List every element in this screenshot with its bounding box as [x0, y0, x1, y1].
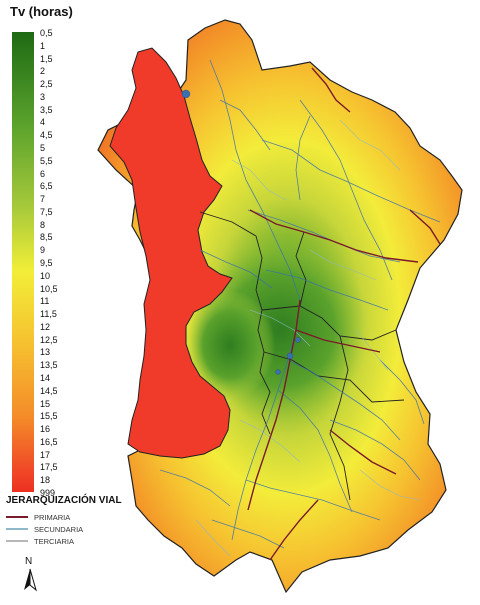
legend-label: 3	[40, 91, 46, 102]
legend-label: 14,5	[40, 385, 58, 396]
legend-label: 16	[40, 424, 51, 435]
road-legend-title: JERARQUIZACIÓN VIAL	[6, 495, 122, 506]
legend-label: 11	[40, 296, 50, 307]
region-max-travel-time	[109, 47, 233, 459]
secondary-road-swatch	[6, 528, 28, 530]
legend-label: 2	[40, 66, 46, 77]
legend-label: 1,5	[40, 53, 53, 64]
road-legend-item: PRIMARIA	[6, 511, 156, 523]
legend-title: Tv (horas)	[10, 4, 73, 19]
primary-road-swatch	[6, 516, 28, 518]
tertiary-roads	[195, 119, 421, 557]
legend-label: 14	[40, 373, 51, 383]
legend-label: 8	[40, 219, 46, 230]
legend-color-ramp	[12, 32, 34, 492]
legend-label: 1	[40, 40, 46, 51]
road-legend-label: TERCIARIA	[34, 536, 75, 546]
legend-label: 9	[40, 245, 46, 256]
legend-label: 15,5	[40, 411, 58, 422]
legend-label: 12,5	[40, 334, 58, 345]
road-legend-label: SECUNDARIA	[34, 524, 84, 534]
legend-label: 3,5	[40, 104, 53, 115]
road-legend-label: PRIMARIA	[34, 512, 71, 522]
legend-label: 8,5	[40, 232, 53, 243]
north-arrow: N	[16, 556, 44, 596]
legend-label: 4	[40, 117, 46, 128]
tertiary-road-swatch	[6, 540, 28, 542]
legend-label: 12	[40, 321, 51, 332]
road-legend-item: TERCIARIA	[6, 535, 156, 547]
road-hierarchy-legend: JERARQUIZACIÓN VIAL PRIMARIA SECUNDARIA …	[6, 495, 156, 547]
north-arrow-icon	[24, 568, 37, 592]
legend-label: 17	[40, 449, 51, 460]
water-bodies	[181, 89, 301, 375]
legend-label: 7	[40, 194, 46, 205]
internal-boundaries	[199, 211, 405, 501]
legend-label: 18	[40, 475, 51, 486]
legend-label: 6,5	[40, 181, 53, 192]
legend-label: 10	[40, 270, 51, 281]
secondary-roads	[159, 59, 441, 549]
legend-label: 16,5	[40, 436, 58, 447]
legend-label: 6	[40, 168, 46, 179]
legend-label: 5,5	[40, 155, 53, 166]
legend-label: 7,5	[40, 206, 53, 217]
legend-label: 2,5	[40, 79, 53, 90]
legend-label: 10,5	[40, 283, 58, 294]
legend-label: 999	[40, 488, 56, 498]
legend-label: 0,5	[40, 28, 53, 38]
legend-label: 9,5	[40, 258, 53, 268]
legend-label: 5	[40, 143, 46, 153]
north-label: N	[25, 556, 33, 567]
legend-label: 11,5	[40, 309, 57, 320]
road-legend-item: SECUNDARIA	[6, 523, 156, 535]
legend-label: 13	[40, 347, 51, 358]
legend-label: 17,5	[40, 462, 58, 473]
legend-label: 4,5	[40, 130, 53, 141]
legend-label: 13,5	[40, 360, 58, 371]
legend-label: 15	[40, 398, 51, 409]
primary-roads	[247, 67, 441, 561]
